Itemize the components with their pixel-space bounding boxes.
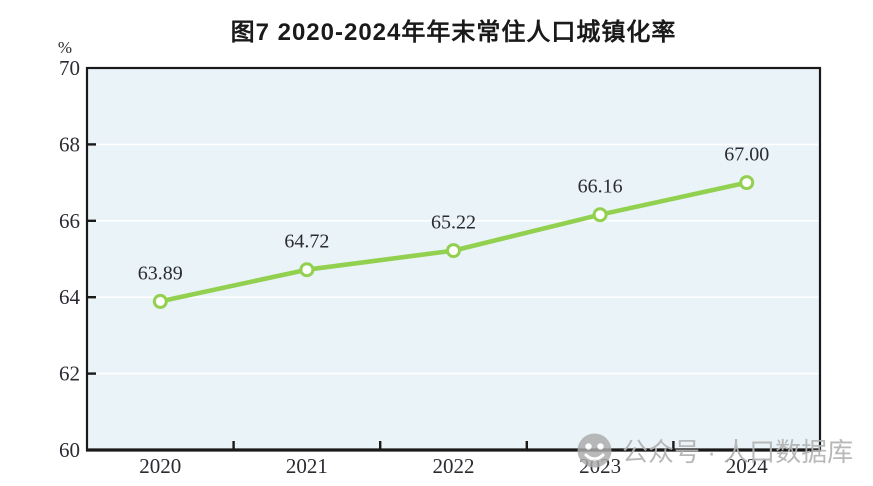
data-label: 65.22 xyxy=(431,212,476,234)
data-label: 66.16 xyxy=(578,176,623,198)
data-point-marker xyxy=(152,293,168,309)
x-tick-label: 2024 xyxy=(726,454,769,478)
data-point-marker xyxy=(592,207,608,223)
chart-title: 图7 2020-2024年年末常住人口城镇化率 xyxy=(230,19,677,46)
data-label: 63.89 xyxy=(138,262,183,284)
y-axis-unit-label: % xyxy=(57,38,72,57)
y-tick-label: 64 xyxy=(59,285,81,309)
data-point-marker xyxy=(299,262,315,278)
x-tick-label: 2021 xyxy=(286,454,328,478)
data-label: 64.72 xyxy=(284,231,329,253)
y-tick-label: 68 xyxy=(59,132,80,156)
x-tick-label: 2023 xyxy=(579,454,621,478)
y-tick-label: 62 xyxy=(59,362,80,386)
plot-area xyxy=(87,68,820,450)
x-tick-label: 2022 xyxy=(433,454,475,478)
data-point-marker xyxy=(446,243,461,259)
x-tick-label: 2020 xyxy=(139,454,181,478)
y-tick-label: 60 xyxy=(59,438,80,462)
data-point-marker xyxy=(739,175,755,191)
data-label: 67.00 xyxy=(724,144,769,166)
y-tick-label: 66 xyxy=(59,209,80,233)
y-tick-label: 70 xyxy=(59,56,80,80)
